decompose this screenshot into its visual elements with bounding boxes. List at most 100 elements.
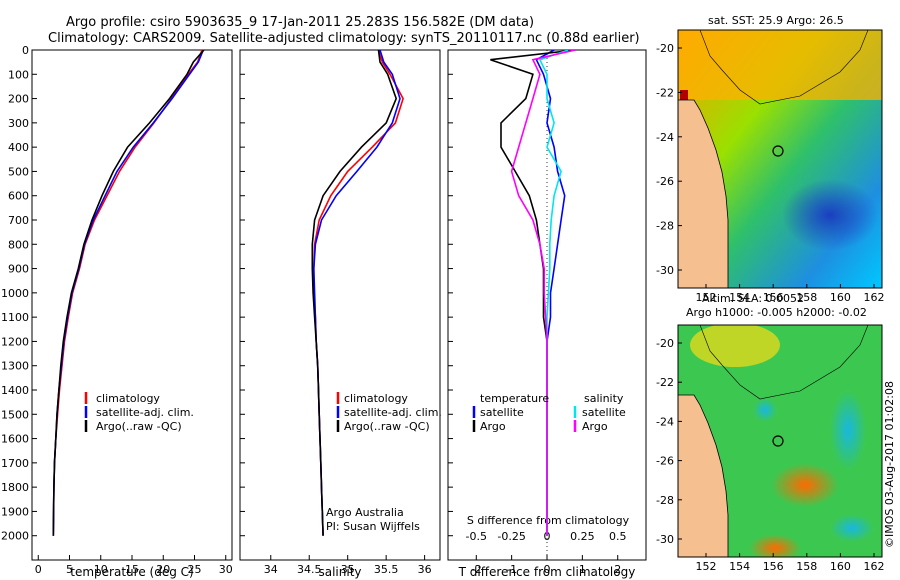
x-tick-label: 10	[94, 563, 108, 576]
x-tick-label: 30	[219, 563, 233, 576]
sst-map-ticks: -20 -22 -24 -26 -28 -30 152 154 156 158 160 162	[656, 42, 884, 304]
lat-tick-label: -22	[656, 376, 674, 389]
lon-tick-label: 158	[796, 560, 817, 573]
sla-yellow-patch	[690, 325, 780, 367]
temperature-panel-frame	[31, 49, 233, 561]
legend-label-satellite: satellite-adj. clim.	[96, 406, 194, 419]
lat-tick-label: -26	[656, 175, 674, 188]
x-tick-label: 5	[66, 563, 73, 576]
difference-x-axis: -2 -1 0 1 2 -0.5 -0.25 0 0.25 0.5	[466, 530, 627, 576]
lon-tick-label: 160	[830, 560, 851, 573]
lat-tick-label: -28	[656, 494, 674, 507]
series-satellite-adj-clim-	[52, 50, 205, 536]
lon-tick-label: 156	[763, 560, 784, 573]
depth-tick-label: 500	[8, 165, 29, 178]
series-salinity-argo	[510, 50, 576, 536]
legend-label-t-argo: Argo	[480, 420, 506, 433]
t-diff-xlabel: T difference from climatology	[458, 565, 636, 579]
sla-blue-eddy	[753, 398, 777, 422]
lat-tick-label: -26	[656, 455, 674, 468]
salinity-x-axis: 34 34.5 35 35.5 36	[264, 555, 432, 576]
x-tick-label: 36	[418, 563, 432, 576]
series-argo-raw-qc-	[311, 50, 398, 536]
lat-tick-label: -22	[656, 86, 674, 99]
depth-tick-label: 1200	[1, 335, 29, 348]
lat-tick-label: -24	[656, 415, 674, 428]
lon-tick-label: 154	[729, 291, 750, 304]
lon-tick-label: 156	[763, 291, 784, 304]
depth-tick-label: 2000	[1, 530, 29, 543]
lat-tick-label: -30	[656, 533, 674, 546]
salinity-panel-frame	[239, 49, 441, 561]
x-tick-label: 15	[125, 563, 139, 576]
sst-hot-pixel	[680, 90, 688, 104]
lon-tick-label: 162	[864, 560, 885, 573]
x-tick-label-salinity: -0.25	[497, 530, 525, 543]
temperature-xlabel: temperature (deg C)	[70, 565, 193, 579]
series-temperature-argo	[490, 50, 576, 536]
title-line-2: Climatology: CARS2009. Satellite-adjuste…	[48, 31, 640, 46]
salinity-legend: climatology satellite-adj. clim. Argo(..…	[336, 392, 442, 433]
x-tick-label: -1	[506, 563, 517, 576]
series-temperature-satellite	[535, 50, 566, 536]
lon-tick-label: 160	[830, 291, 851, 304]
sla-orange-patch-south	[749, 534, 801, 557]
lat-tick-label: -20	[656, 337, 674, 350]
temperature-legend: climatology satellite-adj. clim. Argo(..…	[84, 392, 194, 433]
legend-heading-temperature: temperature	[480, 392, 549, 405]
x-tick-label: 2	[614, 563, 621, 576]
depth-tick-label: 800	[8, 238, 29, 251]
lat-tick-label: -30	[656, 264, 674, 277]
sla-map-frame	[677, 324, 883, 558]
depth-tick-label: 1300	[1, 360, 29, 373]
legend-label-argo: Argo(..raw -QC)	[344, 420, 430, 433]
credit-line-1: Argo Australia	[326, 506, 404, 519]
x-tick-label: 34.5	[297, 563, 322, 576]
legend-label-climatology: climatology	[96, 392, 160, 405]
temperature-series	[52, 50, 205, 536]
sla-map-ticks: -20 -22 -24 -26 -28 -30 152 154 156 158 160 162	[656, 337, 884, 573]
sst-cool-patch	[782, 179, 878, 251]
x-tick-label-salinity: 0	[544, 530, 551, 543]
depth-tick-label: 1600	[1, 433, 29, 446]
salinity-series	[311, 50, 404, 536]
temperature-x-axis: 0 5 10 15 20 25 30	[35, 555, 233, 576]
depth-tick-label: 900	[8, 263, 29, 276]
x-tick-label: 0	[544, 563, 551, 576]
x-tick-label: -2	[471, 563, 482, 576]
series-climatology	[312, 50, 404, 536]
depth-tick-label: 700	[8, 214, 29, 227]
x-tick-label: 1	[579, 563, 586, 576]
depth-tick-label: 600	[8, 190, 29, 203]
depth-tick-label: 300	[8, 117, 29, 130]
sst-warm-band	[678, 30, 882, 100]
sla-bathymetry-contour	[680, 325, 869, 400]
sst-map	[678, 30, 882, 288]
lon-tick-label: 158	[796, 291, 817, 304]
depth-tick-label: 1400	[1, 384, 29, 397]
watermark: ©IMOS 03-Aug-2017 01:02:08	[883, 381, 896, 548]
legend-label-climatology: climatology	[344, 392, 408, 405]
x-tick-label: 35	[341, 563, 355, 576]
depth-tick-label: 1700	[1, 457, 29, 470]
legend-label-argo: Argo(..raw -QC)	[96, 420, 182, 433]
difference-series	[490, 50, 576, 560]
sla-land-australia	[678, 394, 729, 557]
depth-tick-label: 1500	[1, 408, 29, 421]
lon-tick-label: 152	[696, 560, 717, 573]
depth-tick-label: 1100	[1, 311, 29, 324]
series-argo-raw-qc-	[52, 50, 205, 536]
difference-legend: temperature salinity satellite Argo sate…	[472, 392, 626, 433]
sst-map-frame	[677, 29, 883, 289]
sla-argo-position	[772, 435, 784, 447]
salinity-xlabel: salinity	[318, 565, 361, 579]
legend-heading-salinity: salinity	[584, 392, 624, 405]
depth-tick-label: 1900	[1, 505, 29, 518]
sst-bathymetry-contour	[680, 30, 869, 105]
legend-label-s-argo: Argo	[582, 420, 608, 433]
x-tick-label: 20	[156, 563, 170, 576]
legend-label-t-satellite: satellite	[480, 406, 524, 419]
x-tick-label-salinity: -0.5	[466, 530, 487, 543]
x-tick-label: 0	[35, 563, 42, 576]
